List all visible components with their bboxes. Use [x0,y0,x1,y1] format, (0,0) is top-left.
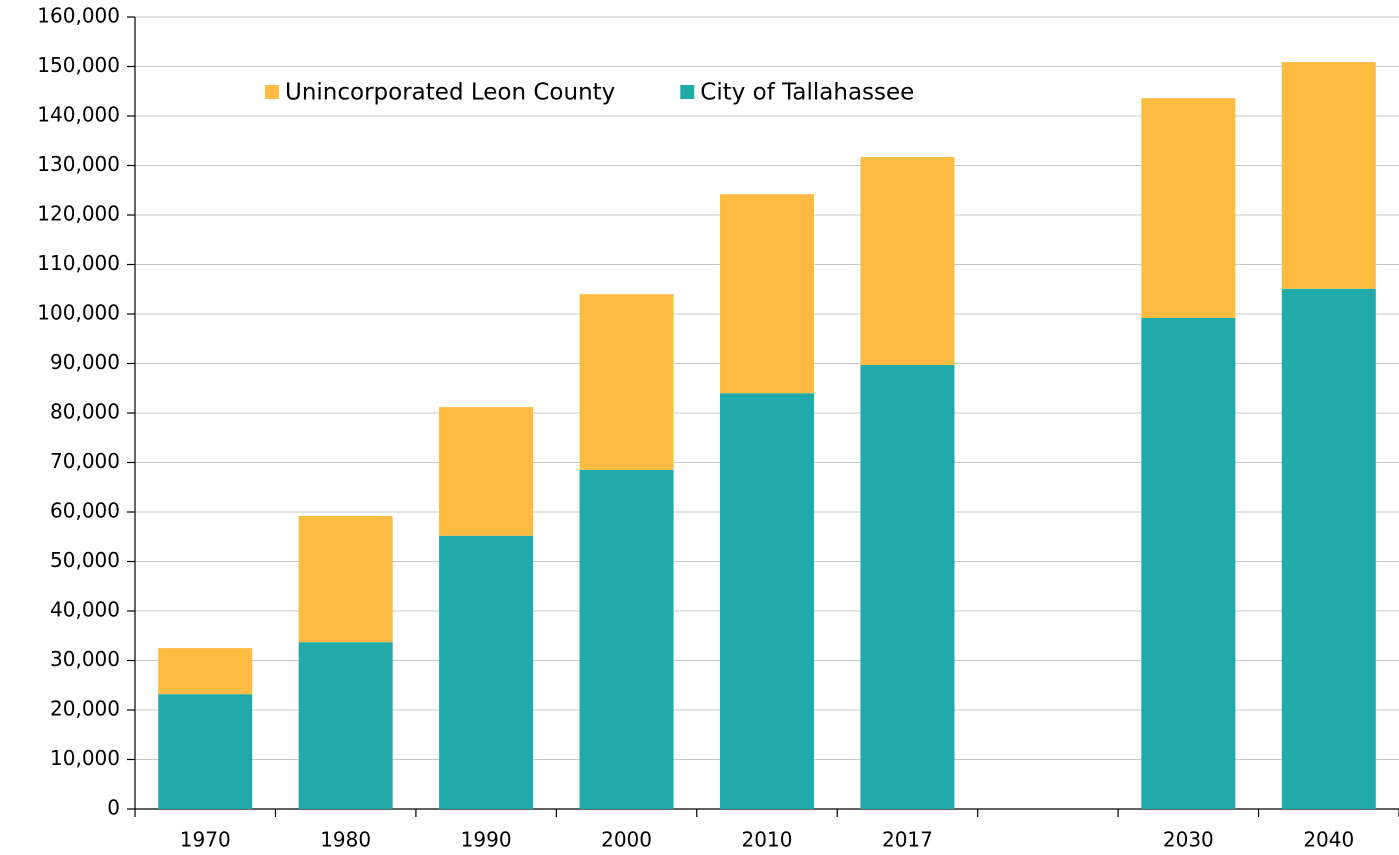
y-tick-label: 160,000 [37,4,120,28]
legend-swatch [265,85,279,99]
y-tick-label: 90,000 [50,350,120,374]
y-tick-label: 30,000 [50,647,120,671]
y-tick-label: 150,000 [37,53,120,77]
y-tick-label: 50,000 [50,548,120,572]
legend-label: Unincorporated Leon County [285,80,615,106]
x-tick-label: 2030 [1163,828,1214,852]
bar-segment [720,393,814,809]
y-tick-label: 70,000 [50,449,120,473]
bar-segment [579,294,674,470]
bar-segment [439,535,534,809]
bar-segment [158,648,253,695]
x-tick-label: 1980 [320,828,371,852]
bar-segment [860,157,955,365]
bar-segment [298,642,393,809]
y-tick-label: 80,000 [50,400,120,424]
bar-segment [860,364,955,809]
bar-segment [1281,288,1376,809]
bar-segment [1141,317,1236,809]
y-tick-label: 40,000 [50,598,120,622]
bar-segment [298,515,393,643]
legend-label: City of Tallahassee [700,80,914,106]
x-tick-label: 2040 [1303,828,1354,852]
bar-segment [158,694,253,809]
bar-segment [439,407,534,536]
bar-segment [1281,62,1376,289]
y-tick-label: 60,000 [50,499,120,523]
x-tick-label: 2000 [601,828,652,852]
bar-segment [720,194,814,394]
x-tick-label: 1970 [180,828,231,852]
y-tick-label: 130,000 [37,152,120,176]
y-tick-label: 100,000 [37,301,120,325]
bar-segment [1141,98,1236,318]
legend-swatch [680,85,695,99]
y-tick-label: 0 [107,796,120,820]
y-tick-label: 10,000 [50,746,120,770]
y-tick-label: 110,000 [37,251,120,275]
y-tick-label: 20,000 [50,697,120,721]
bar-segment [579,469,674,809]
x-tick-label: 2010 [742,828,793,852]
x-tick-label: 1990 [461,828,512,852]
y-tick-label: 120,000 [37,202,120,226]
x-tick-label: 2017 [882,828,933,852]
y-tick-label: 140,000 [37,103,120,127]
